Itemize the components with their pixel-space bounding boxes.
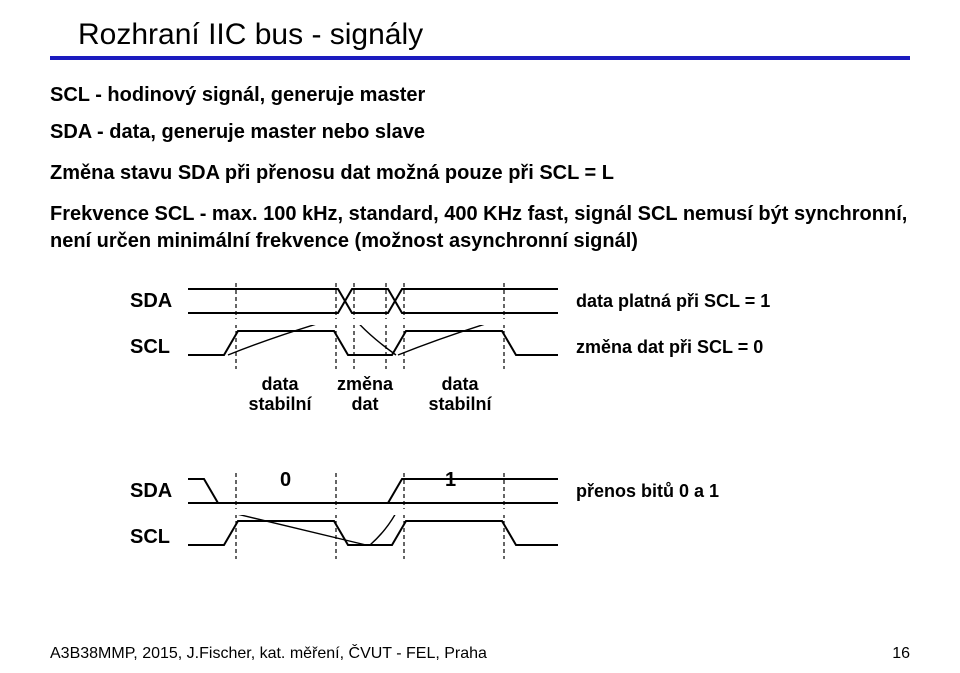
scl-label-2: SCL [130, 526, 188, 549]
under-label-3: datastabilní [420, 375, 500, 415]
sda-wave-2 [188, 473, 558, 509]
side-label-3: přenos bitů 0 a 1 [576, 481, 719, 502]
sda-wave-1 [188, 283, 558, 319]
scl-wave-1 [188, 325, 558, 369]
timing-diagram-1: SDA data platná při SCL = 1 [130, 283, 830, 433]
under-label-1: datastabilní [240, 375, 320, 415]
title-underline [50, 56, 910, 60]
footer: A3B38MMP, 2015, J.Fischer, kat. měření, … [50, 645, 910, 663]
sda-label-1: SDA [130, 290, 188, 313]
body-line-3: Změna stavu SDA při přenosu dat možná po… [50, 160, 910, 187]
page-title: Rozhraní IIC bus - signály [78, 18, 910, 52]
body-line-2: SDA - data, generuje master nebo slave [50, 119, 910, 146]
side-label-2: změna dat při SCL = 0 [576, 337, 763, 358]
footer-right: 16 [892, 645, 910, 663]
body-line-4: Frekvence SCL - max. 100 kHz, standard, … [50, 201, 910, 255]
sda-label-2: SDA [130, 480, 188, 503]
bit0-label: 0 [280, 469, 291, 492]
timing-diagram-2: 0 1 SDA přenos bitů 0 a 1 SCL [130, 473, 830, 593]
footer-left: A3B38MMP, 2015, J.Fischer, kat. měření, … [50, 645, 487, 663]
bit1-label: 1 [445, 469, 456, 492]
scl-wave-2 [188, 515, 558, 559]
body-line-1: SCL - hodinový signál, generuje master [50, 82, 910, 109]
side-label-1: data platná při SCL = 1 [576, 291, 770, 312]
scl-label-1: SCL [130, 336, 188, 359]
under-label-2: změnadat [330, 375, 400, 415]
